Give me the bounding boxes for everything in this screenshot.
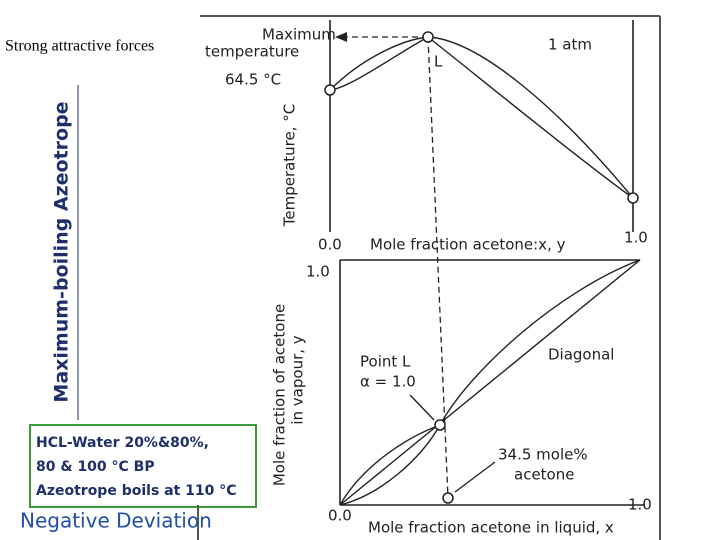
tick-label: 1.0 <box>628 496 652 514</box>
example-line: Azeotrope boils at 110 °C <box>36 483 237 499</box>
label: 64.5 °C <box>225 71 281 89</box>
equilibrium-curve <box>339 424 441 506</box>
equilibrium-curve <box>339 259 641 506</box>
axis-label: Temperature, °C <box>281 104 299 228</box>
axis-label: Mole fraction of acetone <box>271 304 289 486</box>
bottom-plot: 1.0 Mole fraction of acetone in vapour, … <box>271 259 652 537</box>
point <box>442 492 454 504</box>
pointer <box>409 394 435 421</box>
dew-curve <box>329 36 634 199</box>
pointer <box>454 461 496 493</box>
tick-label: 0.0 <box>318 236 342 254</box>
tick-label: 0.0 <box>328 507 352 525</box>
azeotrope-line <box>427 36 449 499</box>
footer-title: Negative Deviation <box>20 509 212 533</box>
label: Maximum <box>262 26 336 44</box>
axis-label: Mole fraction acetone in liquid, x <box>368 519 614 537</box>
point <box>422 31 434 43</box>
example-line: 80 & 100 °C BP <box>36 459 155 475</box>
tick-label: 1.0 <box>306 263 330 281</box>
point <box>434 419 446 431</box>
label: L <box>434 53 443 71</box>
tick-label: 1.0 <box>624 229 648 247</box>
arrow-head <box>335 32 347 42</box>
label: Point L <box>360 353 411 371</box>
side-note: Strong attractive forces <box>5 38 154 55</box>
vertical-title: Maximum-boiling Azeotrope <box>51 101 73 402</box>
label: α = 1.0 <box>360 373 416 391</box>
diagonal-line <box>339 259 641 506</box>
label: 1 atm <box>548 36 592 54</box>
point <box>324 84 336 96</box>
label: Diagonal <box>548 346 614 364</box>
label: acetone <box>514 466 574 484</box>
label: 34.5 mole% <box>498 446 588 464</box>
top-plot: Maximum temperature 64.5 °C 1 atm L Temp… <box>205 20 648 499</box>
point <box>627 192 639 204</box>
label: temperature <box>205 43 299 61</box>
axis-label: in vapour, y <box>289 335 307 424</box>
example-line: HCL-Water 20%&80%, <box>36 435 209 451</box>
bubble-curve <box>329 36 634 199</box>
example-box <box>29 424 257 508</box>
axis-label: Mole fraction acetone:x, y <box>370 236 566 254</box>
